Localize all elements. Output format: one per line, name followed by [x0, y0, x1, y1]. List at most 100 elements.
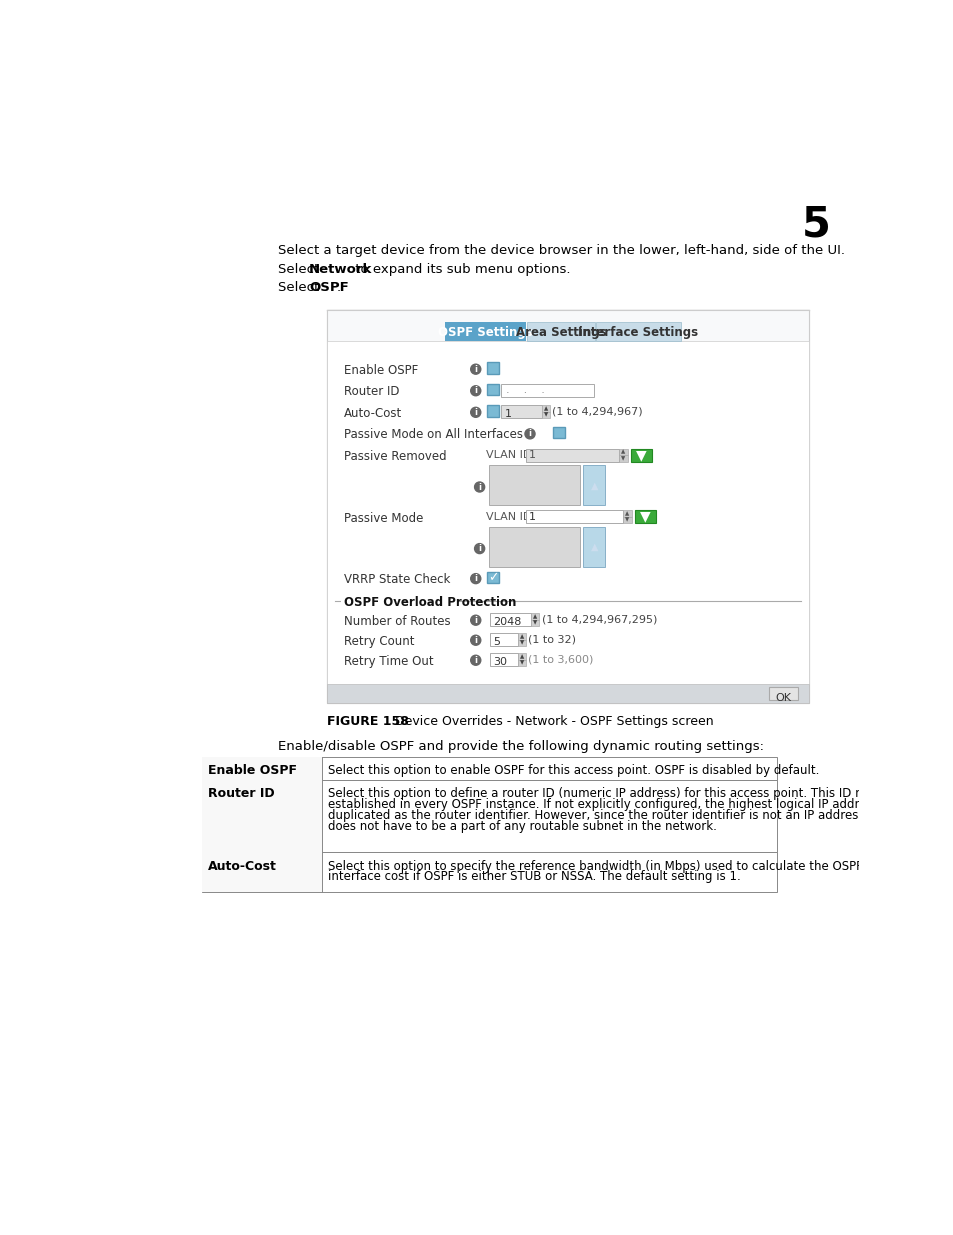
Bar [202, 779, 777, 852]
Text: ▲: ▲ [533, 614, 537, 619]
Text: i: i [474, 656, 476, 664]
Text: FIGURE 158: FIGURE 158 [327, 715, 409, 727]
Circle shape [470, 385, 480, 395]
Text: i: i [474, 408, 476, 416]
Text: Auto-Cost: Auto-Cost [208, 860, 277, 873]
Text: i: i [474, 364, 476, 374]
Bar [487, 384, 498, 395]
Circle shape [474, 482, 484, 492]
Bar [618, 448, 627, 454]
Text: Enable OSPF: Enable OSPF [344, 364, 417, 377]
Bar [487, 572, 498, 583]
Bar [490, 614, 530, 626]
Text: Network: Network [309, 263, 372, 275]
Circle shape [524, 429, 535, 438]
Bar [541, 405, 550, 412]
Text: ▲: ▲ [620, 450, 625, 454]
Bar [630, 448, 652, 462]
Text: ▲: ▲ [519, 655, 523, 659]
Text: 30: 30 [493, 657, 507, 667]
Bar [526, 322, 595, 341]
Text: 5: 5 [801, 204, 830, 246]
Bar [583, 527, 604, 567]
Text: Enable/disable OSPF and provide the following dynamic routing settings:: Enable/disable OSPF and provide the foll… [278, 740, 763, 752]
Text: ▼: ▼ [519, 661, 523, 666]
Text: Number of Routes: Number of Routes [344, 615, 450, 627]
Text: established in every OSPF instance. If not explicitly configured, the highest lo: established in every OSPF instance. If n… [328, 798, 892, 811]
Text: OSPF Overload Protection: OSPF Overload Protection [344, 595, 516, 609]
Text: ▲: ▲ [590, 542, 598, 552]
Text: VRRP State Check: VRRP State Check [344, 573, 450, 587]
Text: Select this option to specify the reference bandwidth (in Mbps) used to calculat: Select this option to specify the refere… [328, 860, 862, 873]
Text: 1: 1 [529, 450, 536, 461]
Text: Router ID: Router ID [208, 787, 274, 800]
Text: i: i [474, 616, 476, 625]
Bar [634, 510, 656, 524]
Bar [596, 322, 680, 341]
Text: .: . [335, 282, 340, 294]
Text: i: i [474, 387, 476, 395]
Text: Passive Removed: Passive Removed [344, 450, 446, 463]
Circle shape [470, 615, 480, 625]
Text: Area Settings: Area Settings [516, 326, 606, 340]
Bar [517, 659, 525, 667]
Bar [622, 510, 631, 516]
Bar [488, 527, 579, 567]
Bar [541, 412, 550, 419]
Bar [622, 516, 631, 524]
Circle shape [474, 543, 484, 553]
Text: ▲: ▲ [519, 634, 523, 638]
Text: ▼: ▼ [543, 412, 547, 417]
Text: Select a target device from the device browser in the lower, left-hand, side of : Select a target device from the device b… [278, 245, 844, 257]
Text: ▼: ▼ [624, 517, 629, 522]
Text: ▼: ▼ [620, 456, 625, 461]
Text: ▼: ▼ [639, 510, 650, 524]
Text: Select this option to enable OSPF for this access point. OSPF is disabled by def: Select this option to enable OSPF for th… [328, 764, 819, 777]
Bar [327, 310, 808, 703]
Bar [490, 634, 517, 646]
Text: (1 to 4,294,967,295): (1 to 4,294,967,295) [541, 615, 657, 625]
Bar [202, 852, 322, 892]
Text: OSPF Settings: OSPF Settings [437, 326, 533, 340]
Text: Retry Time Out: Retry Time Out [344, 655, 434, 668]
Bar [202, 757, 322, 779]
Text: ▼: ▼ [533, 621, 537, 626]
Text: does not have to be a part of any routable subnet in the network.: does not have to be a part of any routab… [328, 820, 717, 832]
Text: .    .    .: . . . [505, 385, 544, 395]
Bar [500, 405, 541, 419]
Text: OSPF: OSPF [309, 282, 349, 294]
Bar [553, 427, 564, 438]
Bar [618, 454, 627, 462]
Bar [327, 684, 808, 703]
Text: i: i [528, 430, 531, 438]
Text: Router ID: Router ID [344, 385, 399, 399]
Text: ▼: ▼ [636, 448, 646, 462]
Text: Enable OSPF: Enable OSPF [208, 764, 297, 777]
Bar [327, 341, 808, 703]
Text: 5: 5 [493, 637, 500, 647]
Text: to expand its sub menu options.: to expand its sub menu options. [351, 263, 570, 275]
Text: Interface Settings: Interface Settings [578, 326, 698, 340]
Text: Passive Mode on All Interfaces: Passive Mode on All Interfaces [344, 429, 522, 441]
Text: (1 to 3,600): (1 to 3,600) [528, 655, 593, 664]
Circle shape [470, 635, 480, 645]
Bar [487, 405, 498, 417]
Bar [768, 687, 798, 699]
Bar [517, 634, 525, 640]
Text: (1 to 32): (1 to 32) [528, 635, 576, 645]
Circle shape [470, 656, 480, 666]
Bar [583, 466, 604, 505]
Text: duplicated as the router identifier. However, since the router identifier is not: duplicated as the router identifier. How… [328, 809, 880, 821]
Bar [340, 595, 456, 608]
Text: i: i [477, 545, 480, 553]
Text: ▲: ▲ [624, 511, 629, 516]
Text: Auto-Cost: Auto-Cost [344, 406, 402, 420]
Bar [530, 620, 538, 626]
Text: 1: 1 [504, 409, 511, 419]
Text: ▼: ▼ [519, 641, 523, 646]
Text: (1 to 4,294,967): (1 to 4,294,967) [552, 406, 642, 417]
Text: VLAN ID: VLAN ID [485, 511, 531, 521]
Text: i: i [474, 636, 476, 645]
Circle shape [470, 408, 480, 417]
Circle shape [470, 573, 480, 584]
